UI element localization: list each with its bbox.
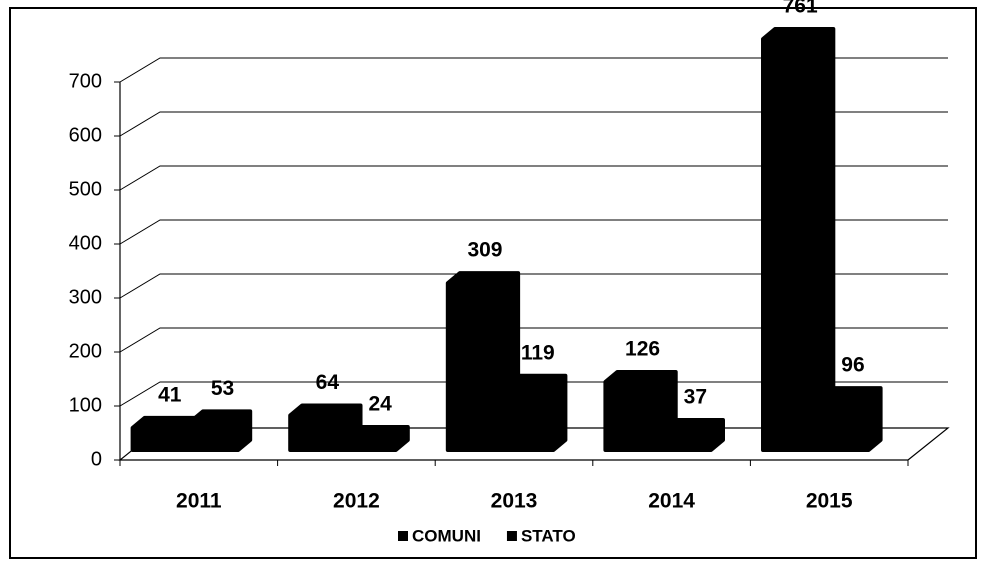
y-tick-label: 100 bbox=[69, 394, 102, 416]
bar bbox=[661, 418, 725, 452]
grid-line bbox=[119, 381, 948, 407]
bar bbox=[346, 425, 410, 452]
legend-label: STATO bbox=[521, 526, 576, 545]
value-label: 119 bbox=[521, 341, 555, 364]
x-tick-label: 2015 bbox=[806, 490, 853, 513]
x-tick-label: 2013 bbox=[491, 490, 538, 513]
value-label: 37 bbox=[684, 386, 707, 409]
bar bbox=[761, 27, 836, 452]
y-tick-label: 400 bbox=[69, 232, 102, 254]
value-label: 64 bbox=[316, 371, 340, 394]
value-label: 126 bbox=[625, 338, 660, 361]
y-tick-label: 0 bbox=[91, 448, 102, 470]
x-tick-label: 2012 bbox=[333, 490, 380, 513]
value-label: 761 bbox=[783, 0, 818, 18]
bar bbox=[188, 409, 253, 452]
bar bbox=[819, 386, 883, 452]
y-tick-label: 200 bbox=[69, 340, 102, 362]
x-tick-label: 2014 bbox=[648, 490, 695, 513]
legend-swatch bbox=[506, 531, 517, 541]
value-label: 96 bbox=[841, 354, 864, 377]
y-tick-label: 700 bbox=[69, 70, 102, 92]
bar bbox=[504, 373, 568, 452]
y-tick-label: 600 bbox=[69, 124, 102, 146]
grid-line bbox=[119, 57, 948, 83]
value-label: 53 bbox=[211, 377, 234, 400]
grid-line bbox=[119, 219, 948, 245]
legend-label: COMUNI bbox=[412, 526, 481, 545]
value-label: 24 bbox=[368, 393, 392, 416]
legend-swatch bbox=[398, 531, 408, 541]
grid-line bbox=[119, 165, 948, 191]
y-tick-label: 500 bbox=[69, 178, 102, 200]
value-label: 41 bbox=[158, 383, 182, 406]
y-tick-label: 300 bbox=[69, 286, 102, 308]
value-label: 309 bbox=[467, 239, 502, 262]
grid-line bbox=[119, 327, 948, 353]
grid-line bbox=[119, 111, 948, 137]
x-tick-label: 2011 bbox=[176, 490, 222, 513]
grid-line bbox=[119, 273, 948, 299]
